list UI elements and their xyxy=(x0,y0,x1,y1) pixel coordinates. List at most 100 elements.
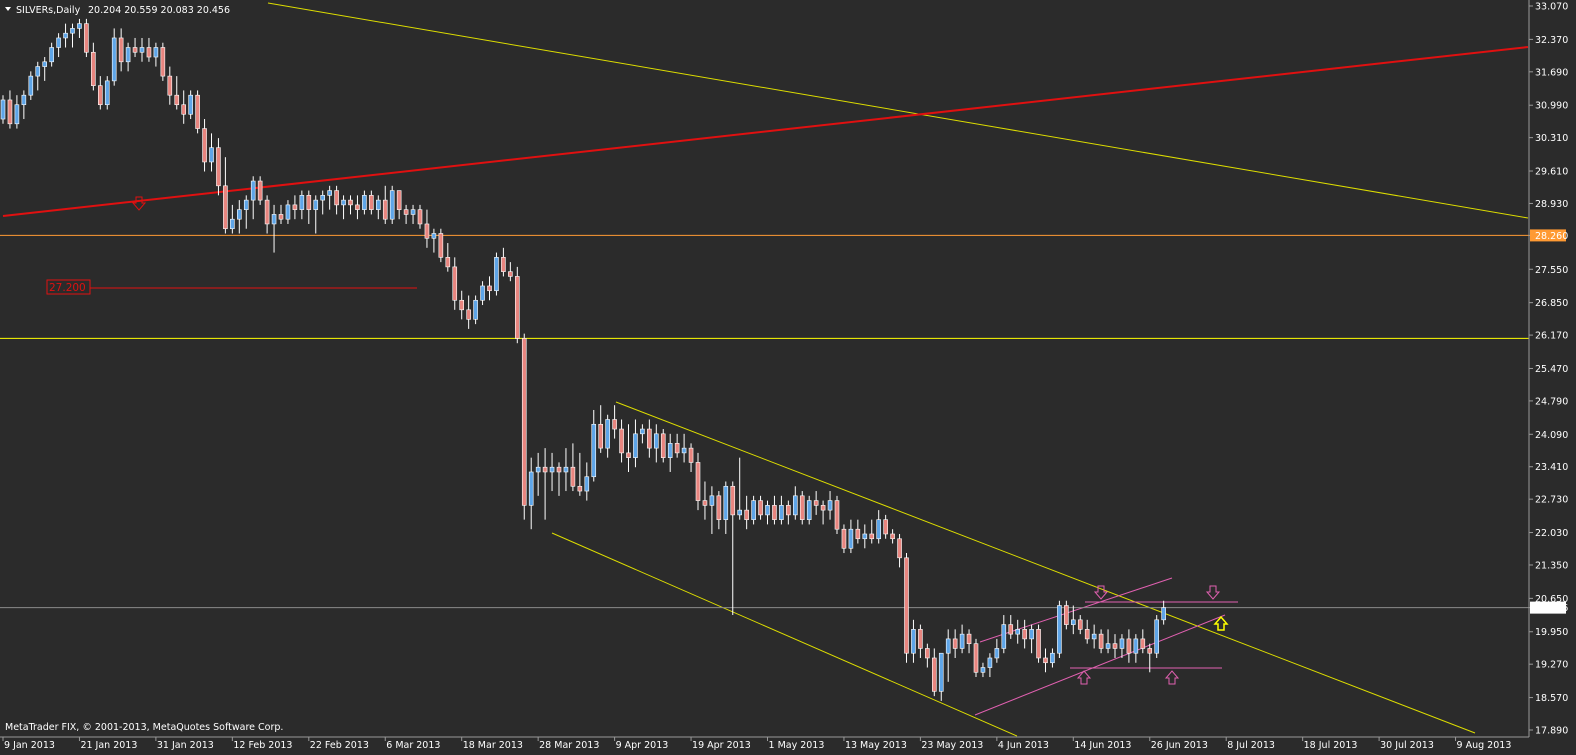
bull-candle-body xyxy=(1119,638,1125,649)
bear-candle-body xyxy=(758,500,763,516)
bull-candle-body xyxy=(237,209,242,220)
bear-candle-body xyxy=(674,443,680,454)
candle xyxy=(202,119,207,172)
candle xyxy=(514,266,520,344)
candle xyxy=(104,76,110,110)
bear-candle-body xyxy=(459,299,465,311)
candle xyxy=(452,257,458,310)
bear-candle-body xyxy=(1098,633,1104,649)
x-tick-label: 9 Apr 2013 xyxy=(616,740,669,751)
bull-candle-body xyxy=(779,505,784,520)
bear-candle-body xyxy=(452,266,458,301)
bear-candle-body xyxy=(98,85,103,106)
horizontal-levels xyxy=(0,234,1529,609)
x-tick-label: 9 Aug 2013 xyxy=(1457,740,1512,751)
bull-candle-body xyxy=(473,299,478,320)
candle xyxy=(772,495,777,525)
candle xyxy=(959,624,965,654)
bear-candle-body xyxy=(508,271,513,277)
bull-candle-body xyxy=(209,147,214,163)
y-tick-label: 31.690 xyxy=(1535,67,1568,78)
candle xyxy=(84,18,89,58)
x-tick-label: 18 Jul 2013 xyxy=(1304,740,1358,751)
bear-candle-body xyxy=(688,447,694,463)
bear-candle-body xyxy=(417,209,423,225)
bear-candle-body xyxy=(883,519,888,535)
bull-candle-body xyxy=(362,195,367,210)
bull-candle-body xyxy=(945,638,951,654)
bull-candle-body xyxy=(327,190,332,196)
bear-candle-body xyxy=(278,214,284,220)
red-uptrend xyxy=(2,46,1529,217)
bear-candle-body xyxy=(1112,643,1118,649)
bull-candle-body xyxy=(653,433,659,449)
candle xyxy=(744,495,749,530)
candle xyxy=(348,195,353,215)
candle xyxy=(702,481,708,520)
y-tick-label: 30.310 xyxy=(1535,133,1568,144)
y-tick-label: 30.990 xyxy=(1535,101,1568,112)
bear-candle-body xyxy=(556,466,562,473)
bull-candle-body xyxy=(250,180,256,201)
candle xyxy=(139,37,145,62)
copyright-text: MetaTrader FIX, © 2001-2013, MetaQuotes … xyxy=(5,722,283,733)
bull-candle-body xyxy=(584,476,590,492)
bear-candle-body xyxy=(931,657,937,692)
bull-candle-body xyxy=(1001,624,1007,649)
bull-candle-body xyxy=(994,648,1000,659)
bull-candle-body xyxy=(737,509,743,516)
bull-candle-body xyxy=(285,204,291,220)
bull-candle-body xyxy=(549,466,555,473)
bull-candle-body xyxy=(723,485,729,520)
y-tick-label: 17.890 xyxy=(1535,726,1568,737)
candle xyxy=(49,42,54,67)
candle xyxy=(1091,624,1097,649)
candle xyxy=(855,519,861,544)
candle xyxy=(1161,600,1166,625)
bull-candle-body xyxy=(848,528,854,549)
bear-candle-body xyxy=(216,147,221,187)
bull-candle-body xyxy=(563,466,569,473)
candle xyxy=(758,495,763,520)
candle xyxy=(1001,615,1007,654)
candle xyxy=(681,433,687,463)
candle xyxy=(1112,634,1118,658)
candle xyxy=(445,243,451,272)
candle xyxy=(501,247,506,277)
candle xyxy=(973,638,979,678)
bear-candle-body xyxy=(834,500,840,530)
bull-candle-body xyxy=(1161,607,1166,621)
bull-candle-body xyxy=(959,633,965,649)
candle xyxy=(945,629,951,682)
up-arrow-icon xyxy=(1213,615,1229,631)
candle xyxy=(209,133,214,172)
bull-candle-body xyxy=(640,428,645,435)
candle xyxy=(799,491,805,525)
bull-candle-body xyxy=(341,199,346,206)
y-tick-label: 27.550 xyxy=(1535,265,1568,276)
candle xyxy=(987,653,993,678)
y-tick-label: 26.850 xyxy=(1535,298,1568,309)
chevron-down-icon[interactable] xyxy=(5,7,11,11)
x-tick-label: 9 Jan 2013 xyxy=(4,740,55,751)
candle xyxy=(42,57,48,81)
candle xyxy=(362,190,367,215)
candle xyxy=(779,495,784,525)
bull-candle-body xyxy=(49,47,54,63)
bear-candle-body xyxy=(1064,605,1069,625)
candle xyxy=(264,195,270,234)
candle xyxy=(577,452,583,496)
candle xyxy=(91,42,96,91)
bear-candle-body xyxy=(132,47,138,53)
long-yellow-downtrend xyxy=(267,2,1529,219)
price-axis: 33.070 32.370 31.690 30.990 30.310 29.610 28.9… xyxy=(1529,2,1568,737)
bull-candle-body xyxy=(681,447,687,454)
candle xyxy=(730,481,736,616)
bear-candle-body xyxy=(695,462,701,501)
bull-candle-body xyxy=(1029,629,1034,640)
bear-candle-body xyxy=(1147,648,1153,654)
bear-candle-body xyxy=(466,309,471,320)
candle xyxy=(570,443,576,492)
bear-candle-body xyxy=(612,419,617,430)
